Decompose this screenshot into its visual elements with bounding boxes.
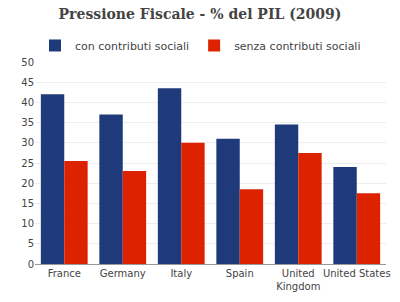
svg-text:45: 45 bbox=[21, 77, 34, 88]
svg-text:25: 25 bbox=[21, 158, 34, 169]
svg-text:UnitedKingdom: UnitedKingdom bbox=[276, 268, 320, 292]
svg-text:United States: United States bbox=[323, 268, 391, 279]
svg-text:Italy: Italy bbox=[170, 268, 192, 279]
svg-text:20: 20 bbox=[21, 178, 34, 189]
svg-text:10: 10 bbox=[21, 218, 34, 229]
svg-text:50: 50 bbox=[21, 57, 34, 68]
svg-text:30: 30 bbox=[21, 137, 34, 148]
svg-text:Pressione Fiscale - % del PIL: Pressione Fiscale - % del PIL (2009) bbox=[59, 6, 342, 22]
svg-text:France: France bbox=[48, 268, 81, 279]
svg-text:senza contributi sociali: senza contributi sociali bbox=[234, 40, 360, 53]
svg-text:15: 15 bbox=[21, 198, 34, 209]
svg-text:40: 40 bbox=[21, 97, 34, 108]
svg-text:35: 35 bbox=[21, 117, 34, 128]
svg-text:con contributi sociali: con contributi sociali bbox=[75, 40, 189, 53]
svg-text:Germany: Germany bbox=[100, 268, 146, 279]
svg-text:5: 5 bbox=[28, 238, 34, 249]
svg-text:Spain: Spain bbox=[226, 268, 254, 279]
svg-text:0: 0 bbox=[28, 259, 34, 270]
